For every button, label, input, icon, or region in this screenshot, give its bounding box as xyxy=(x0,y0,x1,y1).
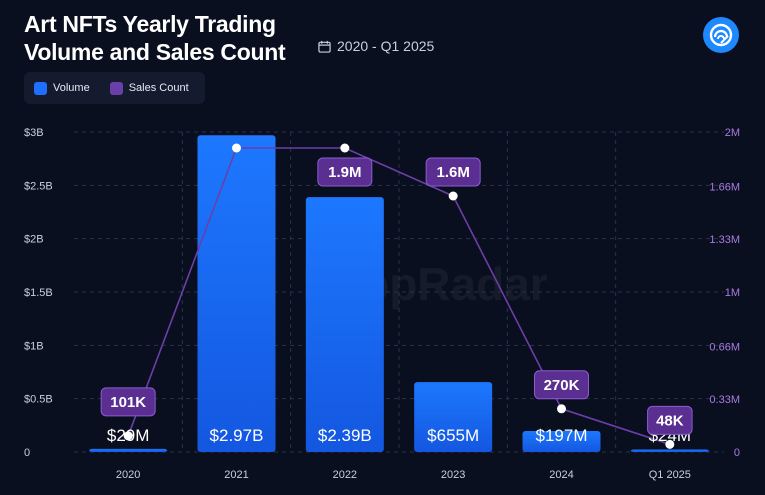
legend-item-volume: Volume xyxy=(34,81,90,95)
bar-value-label: $2.97B xyxy=(210,426,264,445)
y-left-tick-label: 0 xyxy=(24,447,30,459)
bar-volume xyxy=(305,197,384,452)
y-right-tick-label: 2M xyxy=(725,127,740,139)
y-right-tick-label: 1M xyxy=(725,287,740,299)
legend-swatch-sales-count xyxy=(109,81,123,95)
chart-title: Art NFTs Yearly Trading Volume and Sales… xyxy=(24,11,286,65)
sales-count-line xyxy=(127,147,671,446)
dappradar-logo-icon xyxy=(703,17,739,53)
sales-count-label-box xyxy=(100,387,156,417)
sales-count-point xyxy=(123,431,133,441)
bar-volume xyxy=(522,430,601,452)
legend-label-sales-count: Sales Count xyxy=(128,82,189,94)
sales-count-point xyxy=(448,191,458,201)
chart-legend: Volume Sales Count xyxy=(24,72,205,104)
sales-count-label-box xyxy=(425,157,481,187)
sales-count-label: 1.9M xyxy=(328,164,361,181)
legend-item-sales-count: Sales Count xyxy=(109,81,189,95)
sales-count-point xyxy=(340,143,350,153)
sales-count-label-box xyxy=(647,405,693,435)
x-tick-label: 2021 xyxy=(224,469,248,481)
date-range: 2020 - Q1 2025 xyxy=(318,38,434,54)
bar-value-label: $655M xyxy=(427,426,479,445)
legend-label-volume: Volume xyxy=(53,82,90,94)
bar-volume xyxy=(89,448,168,452)
x-tick-label: 2020 xyxy=(116,469,140,481)
sales-count-point xyxy=(665,439,675,449)
sales-count-point xyxy=(557,404,566,414)
x-tick-label: 2022 xyxy=(333,469,357,481)
calendar-icon xyxy=(318,40,331,53)
y-right-tick-label: 1.33M xyxy=(709,234,740,246)
y-left-tick-label: $0.5B xyxy=(24,394,53,406)
x-tick-label: 2023 xyxy=(441,469,465,481)
y-right-tick-label: 0.33M xyxy=(709,394,740,406)
sales-count-label: 1.6M xyxy=(436,164,469,181)
bar-value-label: $2.39B xyxy=(318,426,372,445)
y-left-tick-label: $2.5B xyxy=(24,180,53,192)
sales-count-label: 48K xyxy=(656,412,684,429)
bar-volume xyxy=(197,135,276,452)
y-left-tick-label: $3B xyxy=(24,127,44,139)
sales-count-label: 270K xyxy=(544,377,580,394)
sales-count-point xyxy=(232,143,241,153)
y-right-tick-label: 0.66M xyxy=(709,341,740,353)
y-left-tick-label: $1B xyxy=(24,340,44,352)
y-left-tick-label: $1.5B xyxy=(24,287,53,299)
y-right-tick-label: 0 xyxy=(734,447,740,459)
x-tick-label: 2024 xyxy=(549,469,573,481)
sales-count-label: 101K xyxy=(110,394,146,411)
x-tick-label: Q1 2025 xyxy=(649,469,691,481)
bar-volume xyxy=(630,449,709,452)
y-left-tick-label: $2B xyxy=(24,234,44,246)
bar-value-label: $197M xyxy=(536,426,588,445)
y-right-tick-label: 1.66M xyxy=(709,181,740,193)
date-range-text: 2020 - Q1 2025 xyxy=(337,38,435,54)
sales-count-label-box xyxy=(317,157,373,187)
legend-swatch-volume xyxy=(34,81,47,95)
sales-count-label-box xyxy=(534,370,589,400)
bar-volume xyxy=(414,382,493,452)
